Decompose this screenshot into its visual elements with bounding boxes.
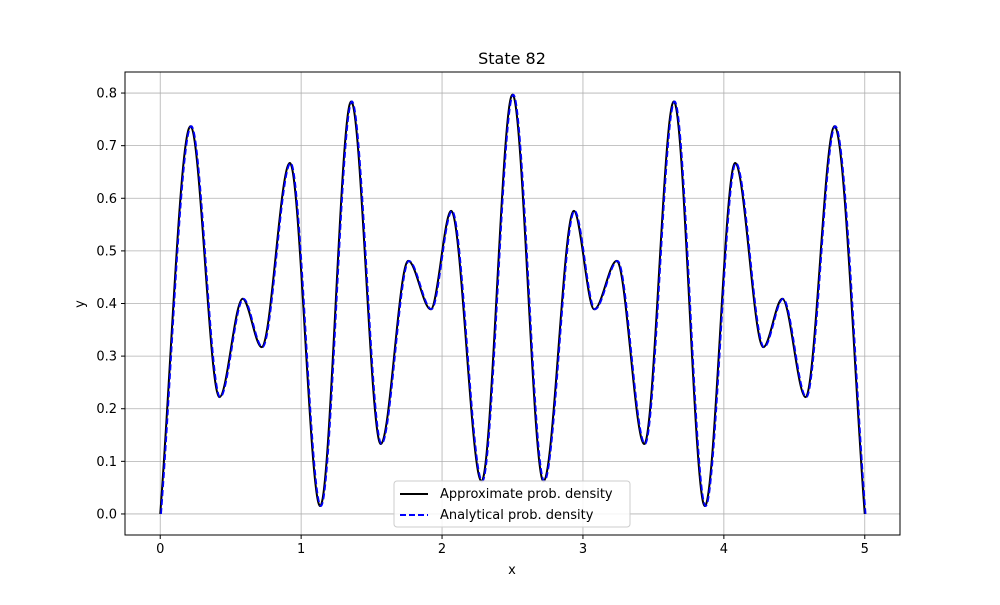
- legend-label-approximate: Approximate prob. density: [440, 487, 613, 502]
- x-tick-label: 4: [720, 542, 728, 557]
- chart-title: State 82: [478, 49, 546, 68]
- y-tick-label: 0.8: [96, 87, 117, 102]
- y-axis-label: y: [73, 300, 88, 308]
- x-tick-label: 0: [156, 542, 164, 557]
- x-tick-label: 3: [579, 542, 587, 557]
- y-tick-label: 0.7: [96, 139, 117, 154]
- x-tick-label: 2: [438, 542, 446, 557]
- series-lines: [159, 93, 867, 515]
- legend: Approximate prob. density Analytical pro…: [393, 480, 631, 528]
- ticks: 0 1 2 3 4 5 0.0 0.1 0.2 0.3 0.4 0.5 0.6 0.7 0.8: [96, 87, 869, 557]
- legend-box: [393, 480, 631, 528]
- y-tick-label: 0.6: [96, 192, 117, 207]
- x-axis-label: x: [508, 563, 516, 578]
- y-tick-label: 0.3: [96, 350, 117, 365]
- y-tick-label: 0.0: [96, 507, 117, 522]
- series-line-analytical: [160, 93, 867, 515]
- grid: [125, 72, 900, 535]
- legend-label-analytical: Analytical prob. density: [440, 508, 594, 523]
- y-tick-label: 0.4: [96, 297, 117, 312]
- y-tick-label: 0.5: [96, 244, 117, 259]
- y-tick-label: 0.2: [96, 402, 117, 417]
- x-tick-label: 5: [861, 542, 869, 557]
- y-tick-label: 0.1: [96, 455, 117, 470]
- x-tick-label: 1: [297, 542, 305, 557]
